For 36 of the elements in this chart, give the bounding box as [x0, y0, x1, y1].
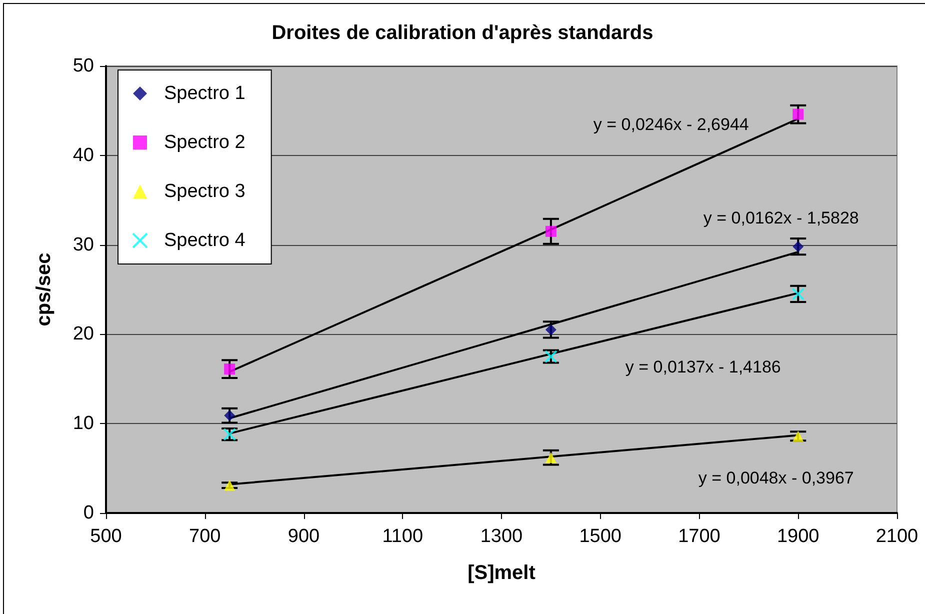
y-tick-label: 0: [83, 502, 94, 524]
point: [545, 226, 556, 237]
x-tick-label: 500: [90, 526, 122, 547]
y-tick-label: 10: [72, 413, 94, 434]
annotation: y = 0,0162x - 1,5828: [703, 208, 859, 228]
legend-label: Spectro 3: [164, 181, 246, 202]
y-axis-title: cps/sec: [33, 252, 55, 326]
y-tick-label: 30: [72, 234, 94, 256]
annotation: y = 0,0137x - 1,4186: [625, 358, 781, 377]
x-tick-label: 900: [288, 526, 320, 547]
x-tick-label: 1300: [480, 526, 523, 547]
x-tick-label: 700: [189, 526, 221, 547]
point: [223, 428, 236, 441]
annotation: y = 0,0048x - 0,3967: [698, 468, 854, 488]
point: [545, 452, 556, 464]
x-tick-label: 1500: [579, 526, 622, 547]
x-tick-label: 1100: [382, 526, 424, 547]
x-tick-label: 1700: [678, 526, 720, 547]
point: [792, 108, 804, 120]
point: [224, 480, 236, 491]
y-tick-label: 50: [72, 56, 94, 76]
legend-label: Spectro 1: [164, 83, 246, 104]
point: [792, 241, 804, 252]
point: [792, 287, 805, 300]
x-tick-label: 2100: [876, 526, 918, 547]
legend-label: Spectro 2: [164, 132, 246, 153]
chart-title: Droites de calibration d'après standards: [272, 22, 654, 44]
legend-label: Spectro 4: [164, 230, 246, 251]
x-tick-label: 1900: [776, 526, 820, 547]
point: [224, 364, 236, 375]
annotation: y = 0,0246x - 2,6944: [593, 115, 749, 134]
point: [545, 324, 556, 336]
y-tick-label: 40: [72, 144, 94, 166]
y-tick-label: 20: [72, 324, 94, 345]
point: [224, 410, 236, 422]
x-axis-title: [S]melt: [468, 562, 536, 584]
